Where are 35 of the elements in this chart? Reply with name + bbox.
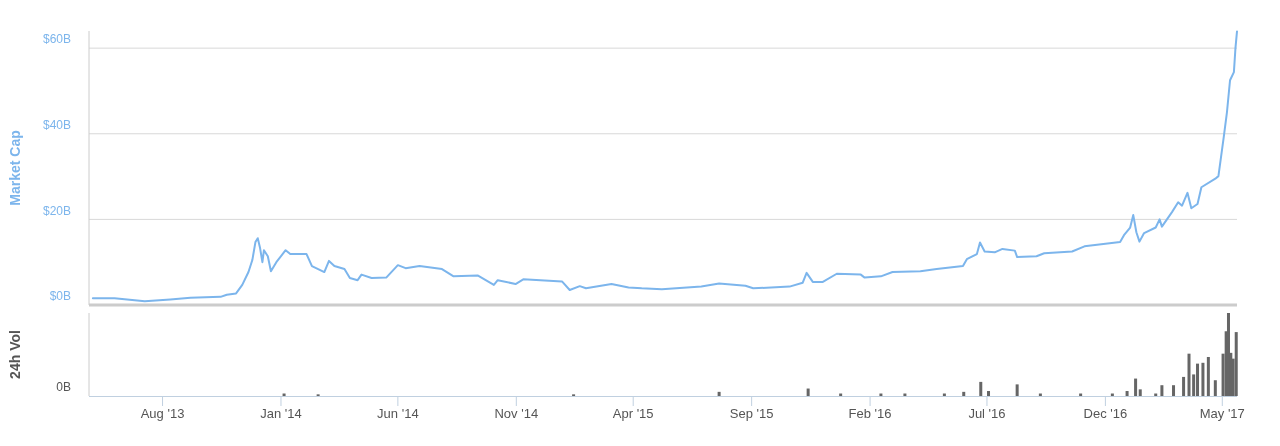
bar: [717, 391, 721, 396]
bar: [1201, 362, 1205, 396]
x-tick-label: Apr '15: [612, 406, 654, 421]
x-tick-label: Jul '16: [968, 406, 1006, 421]
bar: [1138, 389, 1142, 396]
bar: [1206, 356, 1210, 396]
bar: [1213, 380, 1217, 396]
bar: [806, 388, 810, 396]
bar: [1134, 378, 1138, 396]
x-tick-label: Sep '15: [729, 406, 774, 421]
bar: [1015, 384, 1019, 396]
text: 0B: [56, 380, 71, 395]
bar: [1125, 391, 1129, 396]
x-tick-label: Jun '14: [377, 406, 419, 421]
bar: [1196, 363, 1200, 396]
bar: [987, 391, 991, 396]
x-tick-label: Jan '14: [260, 406, 302, 421]
x-tick-label: Aug '13: [140, 406, 185, 421]
bar: [979, 381, 983, 396]
x-tick-label: May '17: [1199, 406, 1245, 421]
y-axis-title: 24h Vol: [7, 330, 23, 379]
bar: [1160, 385, 1164, 396]
y-axis-title: Market Cap: [7, 130, 23, 206]
bar: [1182, 376, 1186, 396]
y-tick-label: $40B: [42, 117, 71, 132]
y-tick-label: $20B: [42, 203, 71, 218]
x-tick-label: Feb '16: [848, 406, 892, 421]
y-tick-label: $0B: [49, 289, 71, 304]
x-tick-label: Nov '14: [494, 406, 539, 421]
bar: [1187, 353, 1191, 396]
bar: [1234, 332, 1238, 396]
x-tick-label: Dec '16: [1083, 406, 1128, 421]
y-tick-label: $60B: [42, 32, 71, 47]
bar: [962, 391, 966, 396]
bar: [1172, 385, 1176, 396]
